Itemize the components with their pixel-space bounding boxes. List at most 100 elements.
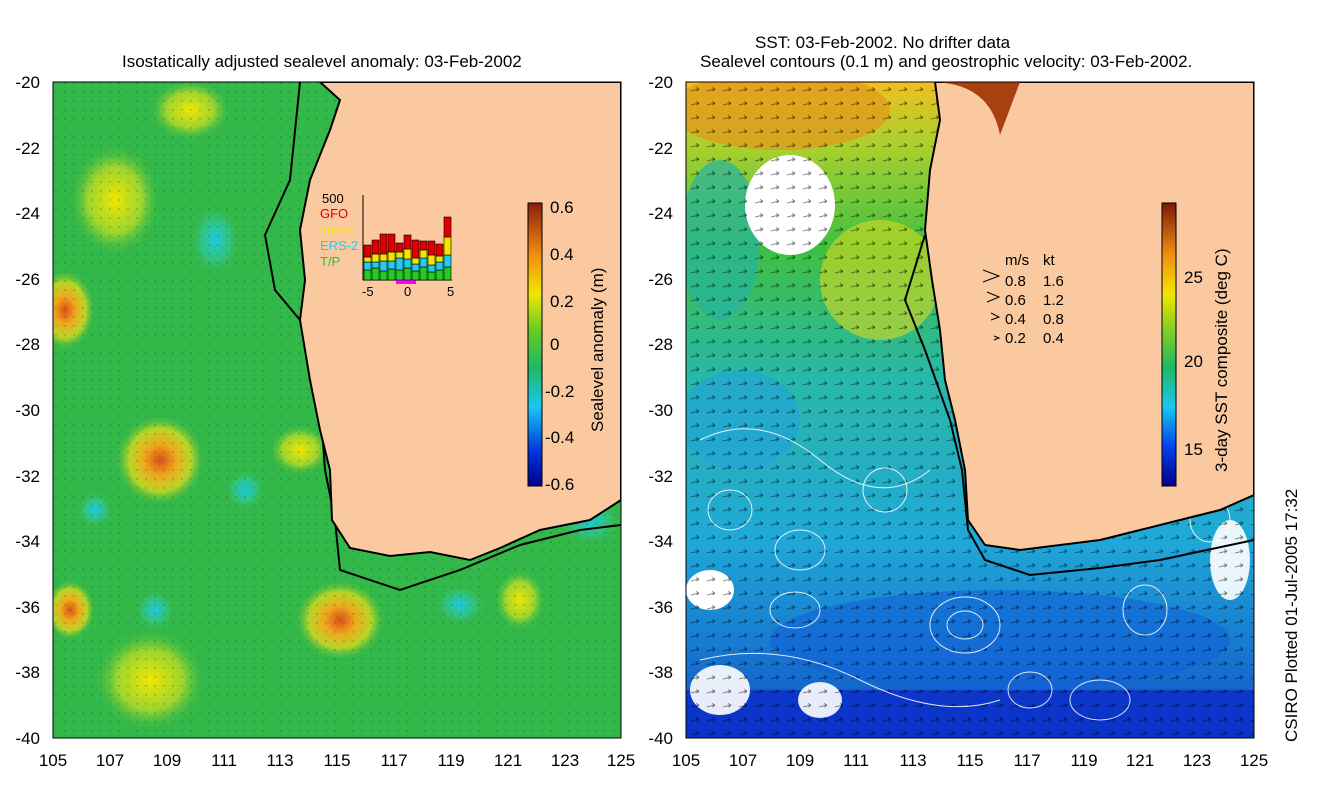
lat-label: -40 (15, 729, 40, 748)
inset-bar-segment (395, 242, 404, 253)
sst-tick: 15 (1184, 440, 1203, 459)
inset-bar-segment (379, 253, 388, 262)
lat-label: -38 (15, 663, 40, 682)
satellite-inset: 500 GFO Jason ERS-2 T/P -5 0 5 (320, 191, 454, 299)
lon-label: 125 (607, 751, 635, 770)
inset-bar-segment (419, 257, 428, 268)
velocity-key-ms: 0.2 (1005, 330, 1026, 347)
lon-label: 105 (672, 751, 700, 770)
inset-xtick-neg5: -5 (362, 284, 374, 299)
lon-label: 123 (1183, 751, 1211, 770)
lat-label: -38 (648, 663, 673, 682)
left-map-frame (52, 81, 622, 739)
lat-label: -40 (648, 729, 673, 748)
sla-tick: 0.6 (550, 198, 574, 217)
inset-bar-segment (371, 253, 380, 263)
inset-bar-segment (435, 269, 444, 281)
sla-tick: -0.2 (545, 382, 574, 401)
inset-legend-jason: Jason (320, 222, 355, 237)
lat-label: -26 (648, 270, 673, 289)
velocity-key-kt: 1.2 (1043, 292, 1064, 309)
lat-label: -20 (15, 73, 40, 92)
lon-label: 105 (39, 751, 67, 770)
lon-label: 113 (266, 751, 293, 770)
inset-bar-segment (411, 263, 420, 272)
inset-bar-segment (379, 270, 388, 281)
sla-tick: 0.2 (550, 292, 574, 311)
inset-bar-segment (443, 266, 452, 281)
lon-label: 115 (956, 751, 983, 770)
inset-bar-segment (419, 266, 428, 281)
inset-bar-segment (379, 260, 388, 272)
inset-legend-tp: T/P (320, 254, 340, 269)
inset-bar-segment (435, 255, 444, 263)
velocity-key: m/s kt 0.8 1.6 0.6 1.2 0.4 0.8 0.2 0.4 (982, 252, 1064, 347)
inset-bar-segment (403, 258, 412, 269)
inset-bar-segment (371, 267, 380, 281)
lat-label: -36 (15, 598, 40, 617)
sst-colorbar-label: 3-day SST composite (deg C) (1212, 248, 1231, 472)
lat-label: -30 (648, 401, 673, 420)
lat-label: -34 (15, 532, 40, 551)
inset-max-label: 500 (322, 191, 344, 206)
inset-bar-segment (403, 267, 412, 281)
lat-label: -28 (648, 335, 673, 354)
right-panel-title-line2: Sealevel contours (0.1 m) and geostrophi… (700, 52, 1193, 71)
inset-bar-segment (363, 244, 372, 258)
lon-label: 111 (843, 751, 869, 770)
inset-bar-segment (387, 260, 396, 270)
inset-bar-segment (403, 234, 412, 250)
sst-tick: 25 (1184, 268, 1203, 287)
lon-label: 121 (494, 751, 522, 770)
inset-bar-segment (443, 236, 452, 256)
sealevel-contours (699, 428, 1231, 721)
sst-colorbar: 25 20 15 3-day SST composite (deg C) (1161, 202, 1231, 487)
inset-bar-segment (395, 251, 404, 259)
lon-label: 121 (1126, 751, 1154, 770)
sla-colorbar: 0.6 0.4 0.2 0 -0.2 -0.4 -0.6 Sealevel an… (527, 198, 607, 494)
right-lon-axis: 105 107 109 111 113 115 117 119 121 123 … (672, 751, 1268, 770)
lon-label: 109 (153, 751, 181, 770)
inset-bar-segment (387, 268, 396, 281)
inset-bar-segment (363, 261, 372, 271)
inset-bar-segment (435, 243, 444, 257)
right-map-frame (685, 81, 1255, 739)
lon-label: 115 (323, 751, 350, 770)
lon-label: 113 (899, 751, 926, 770)
inset-bar-segment (427, 271, 436, 281)
velocity-key-arrow (982, 269, 1001, 283)
lon-label: 123 (551, 751, 579, 770)
lon-label: 119 (437, 751, 464, 770)
velocity-key-kt: 0.8 (1043, 311, 1064, 328)
lat-label: -24 (648, 204, 673, 223)
lat-label: -36 (648, 598, 673, 617)
lat-label: -32 (15, 467, 40, 486)
inset-bar-segment (427, 264, 436, 273)
lon-label: 117 (1013, 751, 1040, 770)
lat-label: -28 (15, 335, 40, 354)
sla-tick: -0.4 (545, 428, 574, 447)
velocity-key-ms: 0.8 (1005, 273, 1026, 290)
lon-label: 125 (1240, 751, 1268, 770)
sst-colorbar-scale (1161, 202, 1177, 487)
inset-bar-segment (411, 239, 420, 259)
inset-bar-segment (411, 257, 420, 265)
inset-bar-segment (379, 233, 388, 255)
lat-label: -26 (15, 270, 40, 289)
left-lon-axis: 105 107 109 111 113 115 117 119 121 123 … (39, 751, 635, 770)
lon-label: 109 (786, 751, 814, 770)
velocity-key-arrow (990, 312, 1001, 321)
inset-bar-segment (427, 240, 436, 256)
sla-tick: 0 (550, 335, 559, 354)
plot-credit: CSIRO Plotted 01-Jul-2005 17:32 (1282, 489, 1301, 742)
lon-label: 111 (211, 751, 237, 770)
inset-bar-segment (419, 249, 428, 259)
left-lat-axis: -20 -22 -24 -26 -28 -30 -32 -34 -36 -38 … (15, 73, 40, 748)
sla-tick: -0.6 (545, 475, 574, 494)
right-land (923, 82, 1254, 552)
inset-bar-segment (395, 269, 404, 281)
inset-bar-segment (419, 240, 428, 251)
inset-bar-segment (443, 216, 452, 238)
velocity-key-arrow (993, 335, 1001, 341)
